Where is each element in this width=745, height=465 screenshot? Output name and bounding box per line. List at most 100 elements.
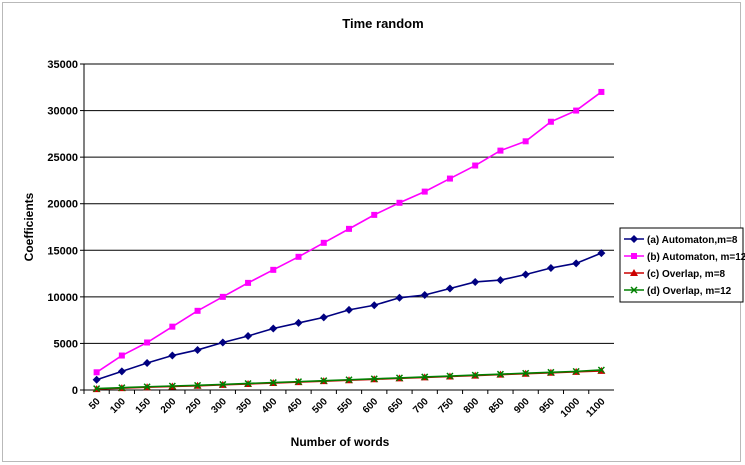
data-point (572, 259, 581, 268)
data-point (93, 369, 100, 376)
x-tick-label: 100 (108, 396, 128, 416)
y-tick-label: 35000 (47, 59, 78, 71)
x-marker-stroke (269, 379, 277, 387)
data-point (521, 270, 530, 279)
data-point (421, 373, 429, 381)
x-marker-stroke (597, 366, 605, 374)
data-point (269, 324, 278, 333)
data-point (294, 318, 303, 327)
x-marker-stroke (446, 372, 454, 380)
data-point (144, 339, 151, 346)
x-tick-label: 400 (260, 396, 280, 416)
y-tick-label: 5000 (54, 338, 78, 350)
legend-marker (631, 253, 637, 259)
data-point (244, 379, 252, 388)
data-point (496, 276, 505, 285)
legend-marker (630, 286, 638, 294)
data-point (143, 358, 152, 367)
data-point (420, 290, 429, 299)
data-point (572, 367, 580, 375)
legend-label: (d) Overlap, m=12 (647, 286, 732, 297)
y-tick-label: 30000 (47, 106, 78, 118)
data-point (194, 381, 202, 389)
data-point (245, 279, 252, 286)
data-point (396, 199, 403, 206)
data-point (597, 366, 605, 374)
y-tick-label: 10000 (47, 292, 78, 304)
data-point (193, 345, 202, 354)
data-point (395, 374, 404, 382)
x-tick-labels: 50 100 150 200 250 300 350 400 450 500 550 600 650 70… (87, 396, 608, 420)
x-tick-label: 250 (184, 396, 204, 416)
x-marker-stroke (572, 367, 580, 375)
data-point (118, 352, 125, 359)
x-marker-stroke (547, 368, 555, 376)
x-marker-stroke (194, 381, 202, 389)
x-tick-label: 150 (134, 396, 154, 416)
data-point (346, 225, 352, 232)
series-1 (92, 249, 606, 384)
legend-label: (b) Automaton, m=12 (647, 252, 745, 263)
data-point (371, 211, 378, 218)
x-tick-label: 850 (487, 396, 507, 416)
data-point (598, 88, 605, 95)
data-point (244, 331, 253, 340)
legend-item-1: (a) Automaton,m=8 (624, 235, 738, 246)
data-point (345, 376, 353, 384)
x-tick-label: 200 (159, 396, 179, 416)
data-point (472, 162, 479, 169)
data-point (92, 375, 101, 384)
x-tick-label: 500 (310, 396, 330, 416)
x-marker-stroke (118, 384, 126, 392)
x-marker-stroke (244, 379, 252, 388)
data-point (597, 249, 606, 258)
x-marker-stroke (143, 383, 151, 391)
data-point (219, 293, 226, 300)
legend-label: (c) Overlap, m=8 (647, 269, 726, 280)
data-point (194, 307, 201, 314)
x-tick-label: 450 (285, 396, 305, 416)
data-point (93, 385, 101, 393)
x-marker-stroke (630, 286, 638, 294)
legend-item-3: (c) Overlap, m=8 (624, 269, 726, 280)
data-point (117, 367, 126, 376)
x-tick-label: 1100 (584, 396, 607, 419)
x-marker-stroke (496, 370, 504, 378)
series-line (96, 91, 602, 373)
x-marker-stroke (522, 369, 530, 377)
legend-marker (630, 235, 638, 243)
x-marker-stroke (320, 377, 328, 385)
x-tick-label: 650 (386, 396, 406, 416)
x-marker-stroke (421, 373, 429, 381)
data-point (269, 379, 277, 387)
data-point (547, 118, 554, 125)
x-marker-stroke (93, 385, 101, 393)
x-tick-label: 800 (462, 396, 482, 416)
y-tick-labels: 0 5000 10000 15000 20000 25000 30000 35000 (47, 59, 78, 397)
data-point (546, 263, 555, 272)
data-point (118, 384, 126, 392)
legend-marker (630, 269, 638, 276)
x-tick-label: 50 (87, 396, 103, 412)
series-2 (93, 88, 605, 376)
data-point (522, 369, 530, 377)
data-point (143, 383, 151, 391)
legend-item-2: (b) Automaton, m=12 (624, 252, 745, 263)
data-point (320, 239, 327, 246)
data-point (496, 370, 504, 378)
data-point (345, 305, 353, 314)
x-marker-stroke (219, 380, 227, 388)
data-point (497, 147, 504, 154)
x-marker-stroke (395, 374, 404, 382)
y-tick-label: 25000 (47, 152, 78, 164)
data-point (168, 382, 176, 390)
data-point (168, 351, 177, 360)
x-marker-stroke (471, 371, 479, 379)
data-point (218, 338, 227, 347)
x-tick-label: 700 (411, 396, 431, 416)
data-point (169, 323, 176, 330)
data-point (219, 380, 227, 388)
chart-title: Time random (342, 16, 423, 31)
series-lines (92, 88, 606, 393)
